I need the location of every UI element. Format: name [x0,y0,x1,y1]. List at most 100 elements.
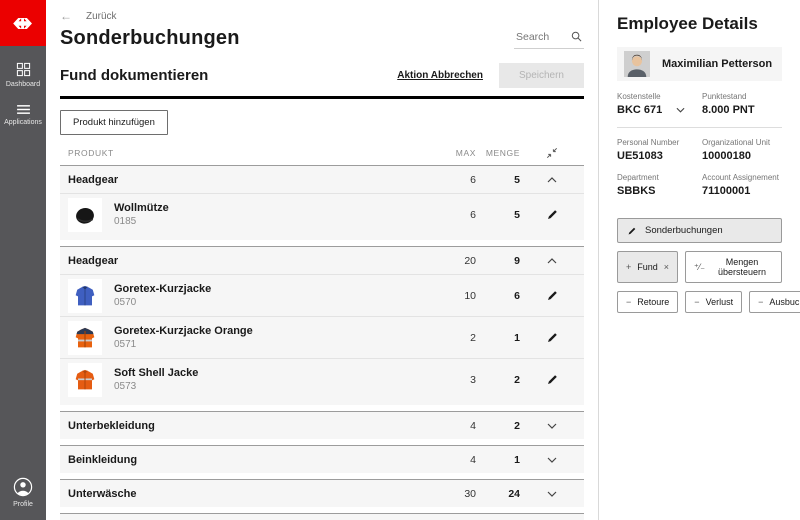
group-menge: 5 [514,173,520,186]
toolbar-divider [60,96,584,99]
pencil-icon [628,227,636,234]
product-group-section: Headgear 20 9 Goretex-Kurzjacke [60,246,584,405]
chevron-down-icon[interactable] [547,423,557,429]
pencil-icon [547,210,557,219]
fund-label: Fund [637,262,658,272]
employee-details-panel: Employee Details Maximilian Petterson Ko… [599,0,800,520]
sidebar-item-label: Dashboard [5,81,41,88]
group-row[interactable]: Gürtel 4 4 [60,514,584,520]
product-group-section: Unterwäsche 30 24 [60,479,584,507]
sidebar-item-dashboard[interactable]: Dashboard [6,62,40,88]
product-menge: 6 [514,289,520,302]
section-title: Fund dokumentieren [60,67,209,84]
add-product-button[interactable]: Produkt hinzufügen [60,110,168,135]
product-row: Goretex-Kurzjacke 0570 10 6 [60,274,584,316]
personal-number-value: UE51083 [617,150,663,162]
group-name: Headgear [68,173,119,186]
product-code: 0185 [114,216,137,227]
cancel-action-link[interactable]: Aktion Abbrechen [397,70,483,81]
save-button[interactable]: Speichern [498,63,584,88]
search-placeholder: Search [516,30,550,43]
edit-product-button[interactable] [544,329,561,346]
field-label: Organizational Unit [702,138,771,147]
pencil-icon [547,333,557,342]
product-menge: 1 [514,331,520,344]
product-menge: 5 [514,208,520,221]
employee-name: Maximilian Petterson [662,58,773,70]
group-max: 4 [470,419,476,432]
product-name: Goretex-Kurzjacke [114,283,212,295]
employee-fields: Kostenstelle BKC 671 Punktestand 8.000 P… [617,92,782,197]
group-menge: 9 [514,254,520,267]
minus-icon: − [626,296,632,307]
product-max: 10 [464,289,476,302]
product-row: Goretex-Kurzjacke Orange 0571 2 1 [60,316,584,358]
product-code: 0573 [114,381,137,392]
collapse-all-icon[interactable] [546,147,558,159]
back-arrow-icon: ← [60,9,72,23]
dashboard-grid-icon [16,62,30,77]
field-label: Kostenstelle [617,92,661,101]
ausbuchen-label: Ausbuchen [769,297,800,307]
sidebar-item-profile[interactable]: Profile [13,477,33,508]
mengen-uebersteuern-chip[interactable]: ⁺⁄₋ Mengen übersteuern [685,251,782,283]
table-header: PRODUKT MAX MENGE [60,147,584,165]
sbb-logo[interactable] [0,0,46,46]
action-toolbar: Fund dokumentieren Aktion Abbrechen Spei… [60,63,584,88]
edit-product-button[interactable] [544,371,561,388]
fields-divider [617,127,782,128]
group-max: 6 [470,173,476,186]
kostenstelle-dropdown[interactable] [676,107,685,113]
close-icon[interactable]: × [663,261,670,272]
group-row[interactable]: Unterbekleidung 4 2 [60,412,584,439]
chevron-up-icon[interactable] [547,257,557,264]
product-group-section: Unterbekleidung 4 2 [60,411,584,439]
group-row[interactable]: Headgear 6 5 [60,166,584,193]
product-image-black-beanie [68,197,102,232]
retoure-chip[interactable]: − Retoure [617,291,679,313]
sbb-logo-icon [13,17,32,29]
group-name: Unterbekleidung [68,419,155,432]
back-button[interactable]: ← Zurück [60,10,117,22]
product-image-blue-jacket [68,278,102,313]
chevron-up-icon[interactable] [547,176,557,183]
org-unit-value: 10000180 [702,150,751,162]
fund-chip[interactable]: + Fund × [617,251,679,283]
sonderbuchungen-button[interactable]: Sonderbuchungen [617,218,782,243]
profile-icon [13,477,33,497]
search-icon [571,31,582,42]
product-name: Wollmütze [114,202,169,214]
product-code: 0571 [114,339,137,350]
group-max: 4 [470,453,476,466]
retoure-label: Retoure [637,297,670,307]
ausbuchen-chip[interactable]: − Ausbuchen [749,291,800,313]
group-menge: 24 [508,487,520,500]
page-title: Sonderbuchungen [60,27,240,49]
group-row[interactable]: Unterwäsche 30 24 [60,480,584,507]
back-label: Zurück [86,10,117,22]
sidebar-item-label: Profile [13,501,33,508]
pencil-icon [547,375,557,384]
plus-minus-icon: ⁺⁄₋ [694,261,706,272]
product-image-orange-navy-jacket [68,320,102,355]
group-row[interactable]: Beinkleidung 4 1 [60,446,584,473]
pencil-icon [547,291,557,300]
sidebar-item-applications[interactable]: Applications [4,104,42,126]
group-name: Beinkleidung [68,453,138,466]
chevron-down-icon[interactable] [547,457,557,463]
product-max: 6 [470,208,476,221]
group-row[interactable]: Headgear 20 9 [60,247,584,274]
edit-product-button[interactable] [544,287,561,304]
panel-title: Employee Details [617,14,758,33]
sidebar-item-label: Applications [4,119,42,126]
group-max: 30 [464,487,476,500]
column-header-produkt: PRODUKT [68,148,114,158]
plus-icon: + [626,261,632,272]
chevron-down-icon[interactable] [547,491,557,497]
search-input[interactable]: Search [514,29,584,49]
verlust-chip[interactable]: − Verlust [685,291,743,313]
edit-product-button[interactable] [544,206,561,223]
group-menge: 1 [514,453,520,466]
group-name: Headgear [68,254,119,267]
department-value: SBBKS [617,185,656,197]
